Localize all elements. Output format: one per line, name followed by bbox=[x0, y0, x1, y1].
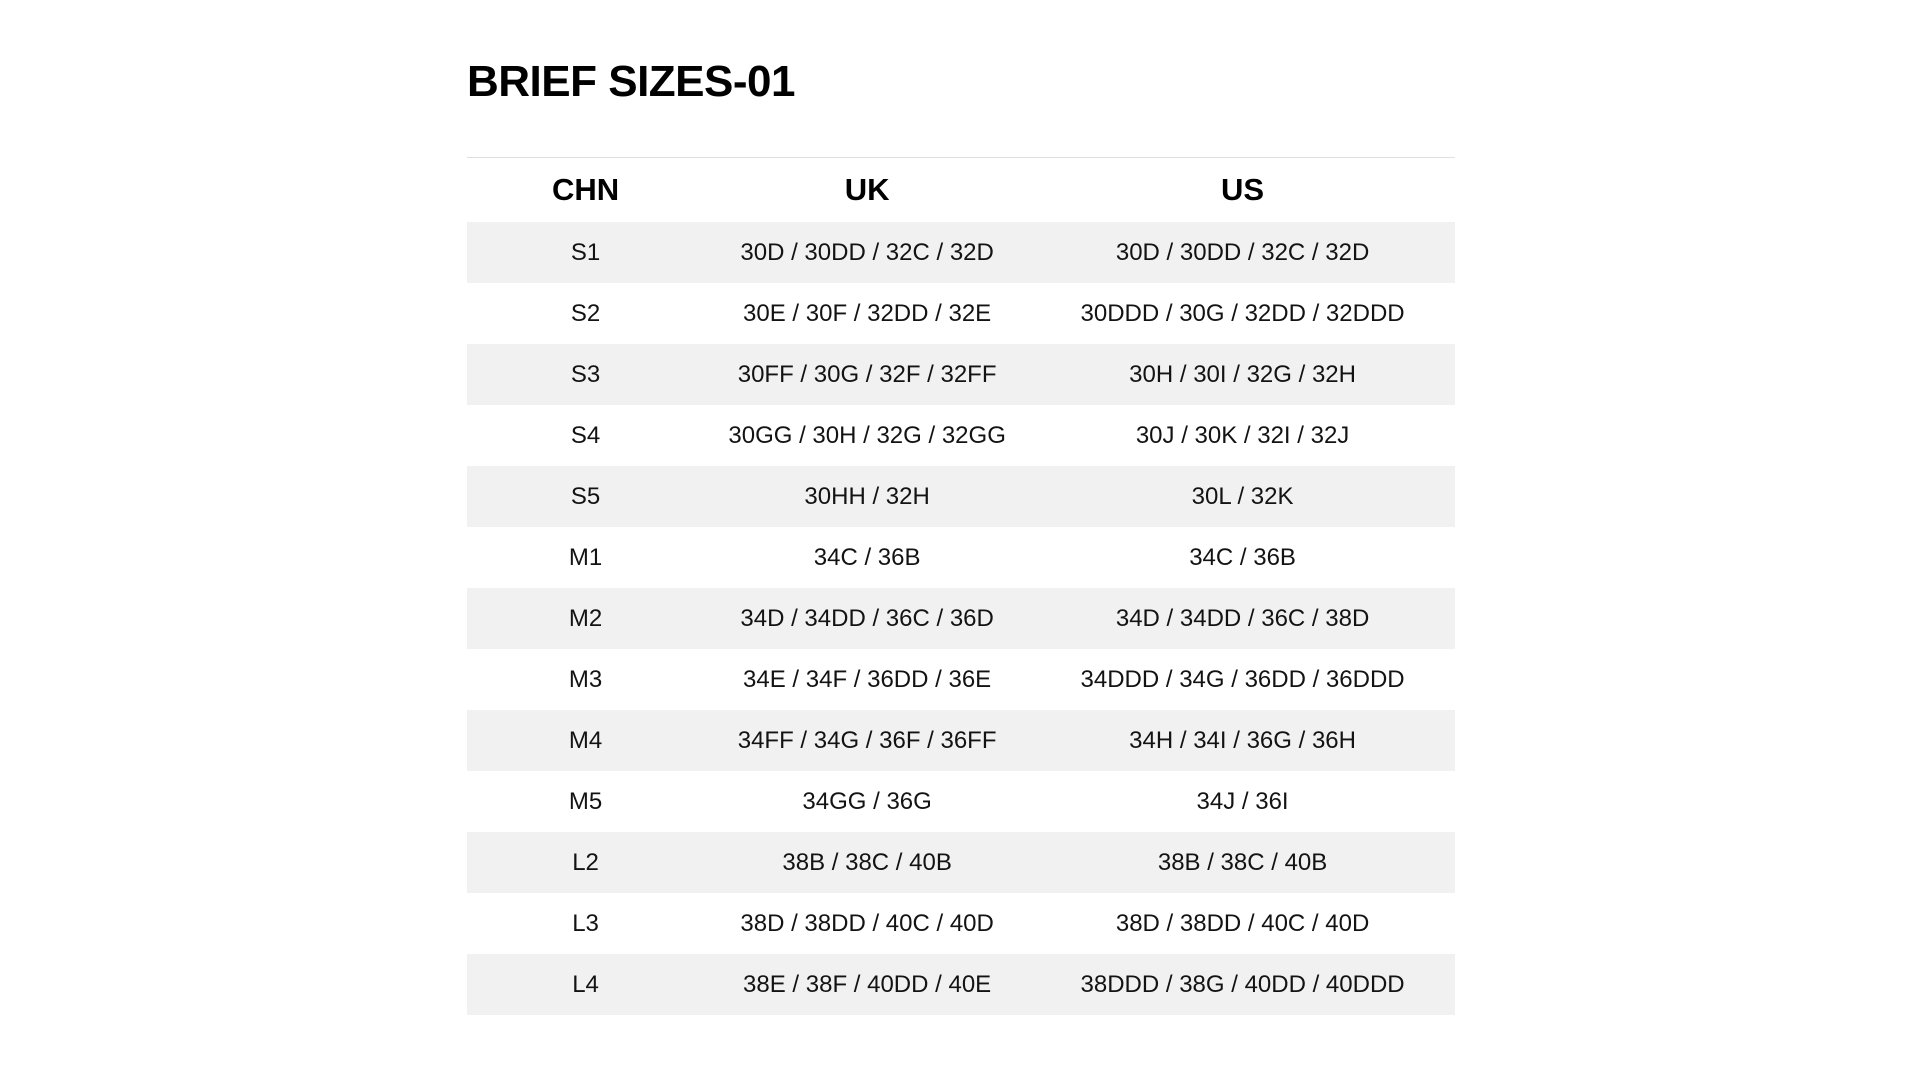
table-row: S2 30E / 30F / 32DD / 32E 30DDD / 30G / 32… bbox=[467, 283, 1455, 344]
cell-chn: M1 bbox=[568, 543, 603, 571]
table-row: S5 30HH / 32H 30L / 32K bbox=[467, 466, 1455, 527]
cell-us: 30L / 32K bbox=[1191, 482, 1294, 510]
cell-us: 38DDD / 38G / 40DD / 40DDD bbox=[1080, 970, 1405, 998]
cell-chn: S1 bbox=[570, 238, 601, 266]
column-header-chn: CHN bbox=[467, 157, 705, 222]
cell-us: 34J / 36I bbox=[1196, 787, 1289, 815]
size-table-container: CHN UK US S1 30D / 30DD / 32C / 32D 30D / … bbox=[467, 157, 1455, 1015]
cell-uk: 34GG / 36G bbox=[802, 787, 932, 815]
cell-uk: 30FF / 30G / 32F / 32FF bbox=[737, 360, 997, 388]
cell-uk: 34C / 36B bbox=[813, 543, 921, 571]
cell-uk: 34D / 34DD / 36C / 36D bbox=[740, 604, 994, 632]
cell-chn: S2 bbox=[570, 299, 601, 327]
cell-chn: M4 bbox=[568, 726, 603, 754]
table-row: L2 38B / 38C / 40B 38B / 38C / 40B bbox=[467, 832, 1455, 893]
cell-uk: 34E / 34F / 36DD / 36E bbox=[743, 665, 992, 693]
cell-uk: 38B / 38C / 40B bbox=[782, 848, 952, 876]
cell-chn: S5 bbox=[570, 482, 601, 510]
cell-uk: 30D / 30DD / 32C / 32D bbox=[740, 238, 994, 266]
cell-us: 34DDD / 34G / 36DD / 36DDD bbox=[1080, 665, 1405, 693]
table-row: L3 38D / 38DD / 40C / 40D 38D / 38DD / 40C… bbox=[467, 893, 1455, 954]
size-table-body: S1 30D / 30DD / 32C / 32D 30D / 30DD / 32C… bbox=[467, 222, 1455, 1015]
cell-uk: 30HH / 32H bbox=[804, 482, 930, 510]
cell-chn: S4 bbox=[570, 421, 601, 449]
cell-chn: L4 bbox=[572, 970, 599, 998]
cell-us: 30DDD / 30G / 32DD / 32DDD bbox=[1080, 299, 1405, 327]
cell-us: 38D / 38DD / 40C / 40D bbox=[1115, 909, 1370, 937]
cell-us: 34C / 36B bbox=[1189, 543, 1296, 571]
cell-chn: L3 bbox=[572, 909, 599, 937]
cell-chn: M5 bbox=[568, 787, 603, 815]
cell-uk: 30E / 30F / 32DD / 32E bbox=[743, 299, 992, 327]
cell-us: 30H / 30I / 32G / 32H bbox=[1129, 360, 1356, 388]
cell-uk: 38E / 38F / 40DD / 40E bbox=[743, 970, 992, 998]
size-conversion-table: CHN UK US S1 30D / 30DD / 32C / 32D 30D / … bbox=[467, 157, 1455, 1015]
column-header-uk: UK bbox=[704, 157, 1031, 222]
page-title: BRIEF SIZES-01 bbox=[467, 57, 795, 106]
cell-chn: M3 bbox=[568, 665, 603, 693]
table-row: M1 34C / 36B 34C / 36B bbox=[467, 527, 1455, 588]
table-row: S3 30FF / 30G / 32F / 32FF 30H / 30I / 32G… bbox=[467, 344, 1455, 405]
table-row: M4 34FF / 34G / 36F / 36FF 34H / 34I / 36G… bbox=[467, 710, 1455, 771]
cell-chn: M2 bbox=[568, 604, 603, 632]
header-row: CHN UK US bbox=[467, 157, 1455, 222]
column-header-us: US bbox=[1030, 157, 1455, 222]
table-row: M3 34E / 34F / 36DD / 36E 34DDD / 34G / 36… bbox=[467, 649, 1455, 710]
cell-us: 34H / 34I / 36G / 36H bbox=[1129, 726, 1356, 754]
table-row: M5 34GG / 36G 34J / 36I bbox=[467, 771, 1455, 832]
cell-uk: 34FF / 34G / 36F / 36FF bbox=[737, 726, 997, 754]
table-row: S1 30D / 30DD / 32C / 32D 30D / 30DD / 32C… bbox=[467, 222, 1455, 283]
cell-chn: S3 bbox=[570, 360, 601, 388]
table-row: L4 38E / 38F / 40DD / 40E 38DDD / 38G / 40… bbox=[467, 954, 1455, 1015]
cell-uk: 38D / 38DD / 40C / 40D bbox=[740, 909, 994, 937]
cell-us: 34D / 34DD / 36C / 38D bbox=[1115, 604, 1370, 632]
cell-us: 30D / 30DD / 32C / 32D bbox=[1115, 238, 1370, 266]
cell-chn: L2 bbox=[572, 848, 599, 876]
cell-us: 30J / 30K / 32I / 32J bbox=[1135, 421, 1350, 449]
table-row: S4 30GG / 30H / 32G / 32GG 30J / 30K / 32I… bbox=[467, 405, 1455, 466]
cell-uk: 30GG / 30H / 32G / 32GG bbox=[728, 421, 1006, 449]
cell-us: 38B / 38C / 40B bbox=[1157, 848, 1328, 876]
table-row: M2 34D / 34DD / 36C / 36D 34D / 34DD / 36C… bbox=[467, 588, 1455, 649]
